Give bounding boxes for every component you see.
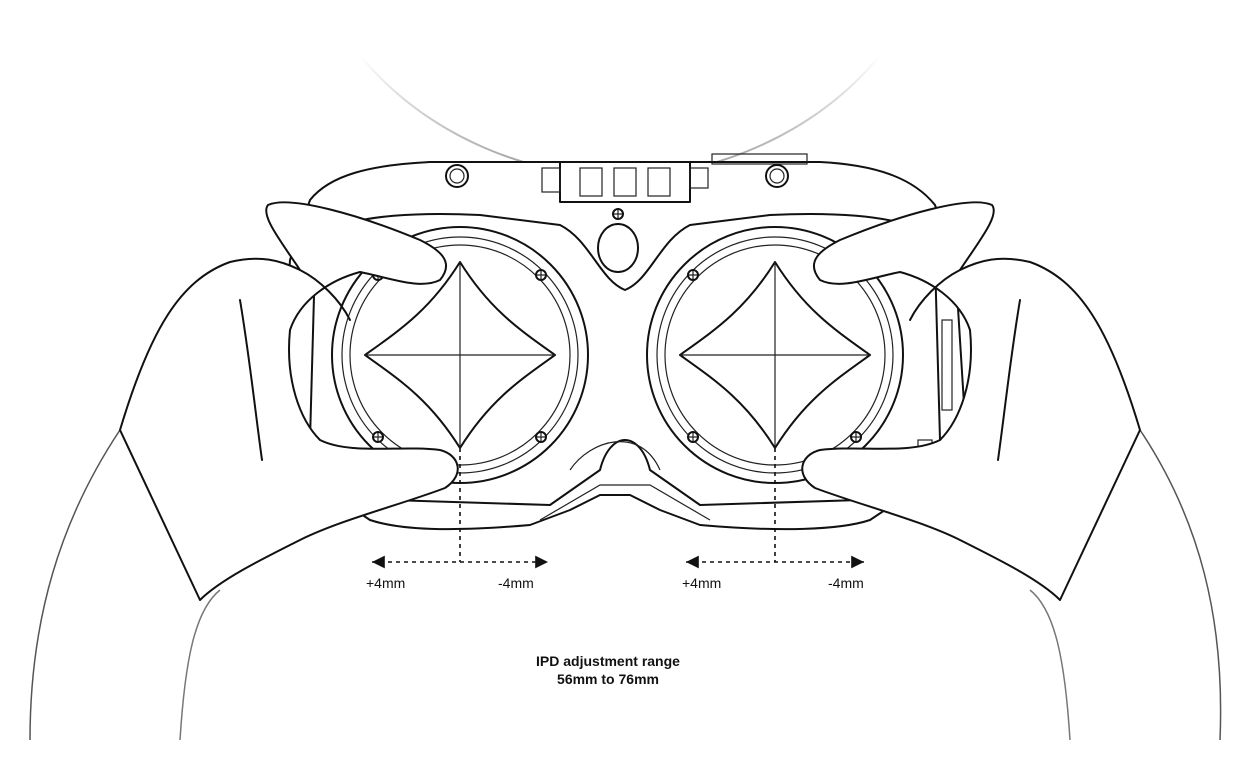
nose-cutout bbox=[539, 441, 711, 521]
left-minus-label: -4mm bbox=[498, 575, 534, 591]
bridge-opening bbox=[597, 223, 639, 273]
left-hand bbox=[119, 201, 459, 601]
right-ipd-indicator bbox=[686, 448, 864, 569]
caption-line-1: IPD adjustment range bbox=[536, 653, 680, 669]
left-ipd-indicator bbox=[372, 448, 548, 569]
shell-hole-right bbox=[765, 164, 789, 188]
right-hand bbox=[801, 201, 1141, 601]
shell-hole-left bbox=[445, 164, 469, 188]
top-hinge bbox=[541, 153, 808, 203]
body-outline bbox=[29, 429, 1222, 741]
right-minus-label: -4mm bbox=[828, 575, 864, 591]
side-slot-right bbox=[941, 319, 953, 411]
caption-line-2: 56mm to 76mm bbox=[557, 671, 659, 687]
head-outline bbox=[359, 54, 881, 180]
left-plus-label: +4mm bbox=[366, 575, 405, 591]
right-plus-label: +4mm bbox=[682, 575, 721, 591]
lower-body-outline bbox=[179, 589, 1071, 741]
